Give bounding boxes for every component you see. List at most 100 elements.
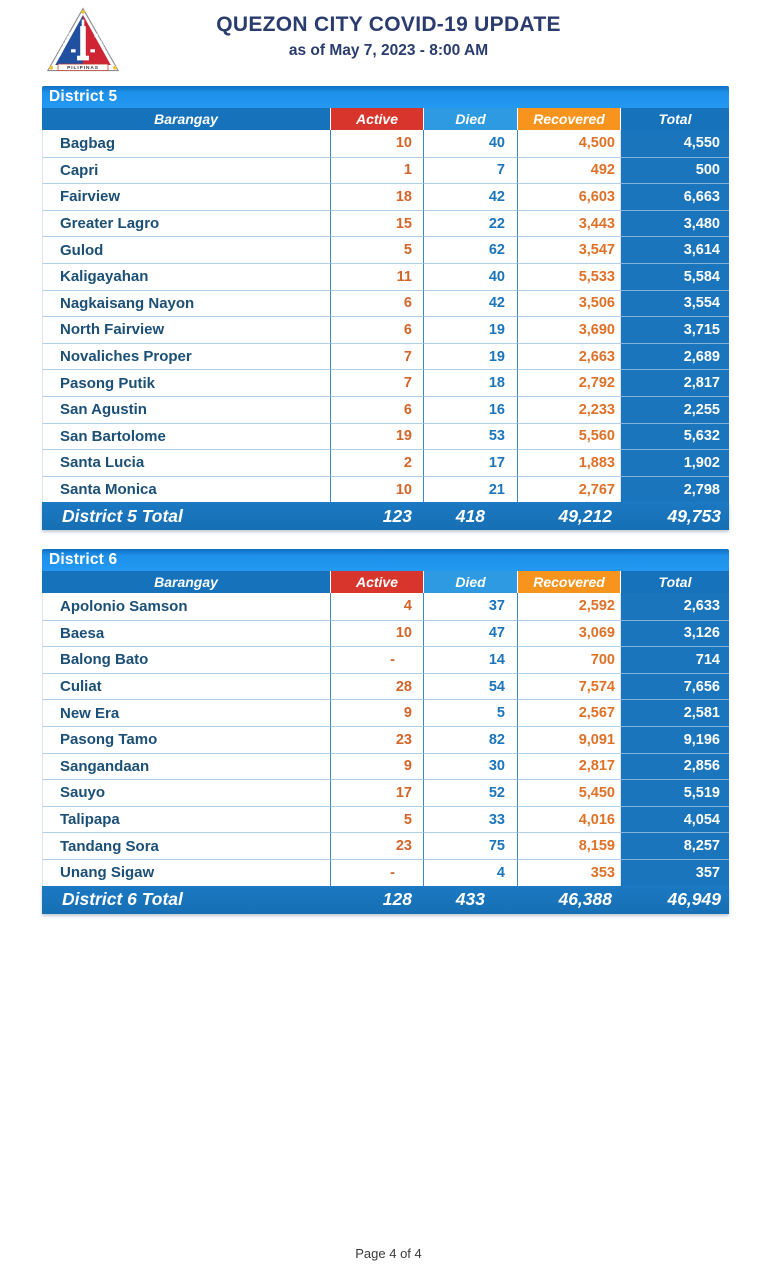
died-cell: 42 (423, 289, 517, 317)
died-cell: 22 (423, 209, 517, 237)
died-cell: 16 (423, 395, 517, 423)
recovered-cell: 3,506 (517, 289, 620, 317)
active-cell: 4 (330, 593, 423, 620)
active-cell: 2 (330, 449, 423, 476)
total-cell: 2,581 (620, 699, 729, 726)
table-row: Unang Sigaw - 4 353 357 (42, 858, 729, 886)
table-row: North Fairview 6 19 3,690 3,715 (42, 316, 729, 343)
total-cell: 3,554 (620, 289, 729, 317)
district-6-header-row: Barangay Active Died Recovered Total (42, 571, 729, 593)
total-cell: 3,614 (620, 236, 729, 263)
district-6-band: District 6 (42, 549, 729, 571)
recovered-cell: 3,443 (517, 209, 620, 237)
total-cell: 9,196 (620, 725, 729, 753)
active-cell: 5 (330, 805, 423, 833)
died-cell: 62 (423, 236, 517, 263)
table-row: Santa Lucia 2 17 1,883 1,902 (42, 449, 729, 476)
active-cell: 6 (330, 289, 423, 317)
recovered-cell: 5,450 (517, 779, 620, 806)
district-total-label: District 5 Total (62, 505, 183, 526)
recovered-cell: 2,792 (517, 369, 620, 396)
table-row: New Era 9 5 2,567 2,581 (42, 699, 729, 726)
recovered-cell: 492 (517, 156, 620, 184)
barangay-cell: Kaligayahan (42, 262, 330, 290)
recovered-cell: 2,592 (517, 593, 620, 620)
recovered-cell: 9,091 (517, 725, 620, 753)
died-cell: 75 (423, 832, 517, 859)
total-cell: 2,817 (620, 369, 729, 396)
active-cell: 10 (330, 475, 423, 503)
recovered-cell: 3,069 (517, 619, 620, 647)
district-5-table: District 5 Barangay Active Died Recovere… (42, 86, 729, 531)
recovered-cell: 8,159 (517, 832, 620, 859)
logo-pilipinas-text: PILIPINAS (67, 65, 99, 71)
active-cell: 7 (330, 369, 423, 396)
barangay-cell: Culiat (42, 672, 330, 700)
district-total-total: 46,949 (667, 889, 721, 910)
table-row: Balong Bato - 14 700 714 (42, 646, 729, 673)
district-total-total: 49,753 (667, 505, 721, 526)
district-5-total-row: District 5 Total 123 418 49,212 49,753 (42, 502, 729, 531)
barangay-cell: Baesa (42, 619, 330, 647)
table-row: Bagbag 10 40 4,500 4,550 (42, 130, 729, 157)
total-cell: 4,054 (620, 805, 729, 833)
district-total-died: 418 (455, 505, 485, 526)
table-row: Pasong Tamo 23 82 9,091 9,196 (42, 725, 729, 753)
died-cell: 42 (423, 183, 517, 210)
district-total-active: 128 (382, 889, 412, 910)
total-cell: 2,689 (620, 342, 729, 370)
district-total-active: 123 (382, 505, 412, 526)
total-cell: 5,632 (620, 422, 729, 450)
died-cell: 47 (423, 619, 517, 647)
barangay-cell: Santa Lucia (42, 449, 330, 476)
active-cell: 10 (330, 130, 423, 157)
died-cell: 82 (423, 725, 517, 753)
barangay-cell: Fairview (42, 183, 330, 210)
died-cell: 33 (423, 805, 517, 833)
active-cell: 17 (330, 779, 423, 806)
total-cell: 5,584 (620, 262, 729, 290)
active-cell: 7 (330, 342, 423, 370)
total-cell: 2,633 (620, 593, 729, 620)
barangay-cell: Sangandaan (42, 752, 330, 780)
total-cell: 1,902 (620, 449, 729, 476)
died-cell: 40 (423, 130, 517, 157)
recovered-cell: 3,547 (517, 236, 620, 263)
column-header-recovered: Recovered (517, 571, 620, 593)
total-cell: 4,550 (620, 130, 729, 157)
table-row: San Agustin 6 16 2,233 2,255 (42, 395, 729, 423)
table-row: Baesa 10 47 3,069 3,126 (42, 619, 729, 647)
active-cell: - (330, 646, 423, 673)
active-cell: 9 (330, 752, 423, 780)
table-row: Talipapa 5 33 4,016 4,054 (42, 805, 729, 833)
column-header-barangay: Barangay (42, 571, 330, 593)
table-row: Pasong Putik 7 18 2,792 2,817 (42, 369, 729, 396)
page-number: Page 4 of 4 (355, 1246, 422, 1261)
died-cell: 37 (423, 593, 517, 620)
active-cell: 6 (330, 395, 423, 423)
column-header-died: Died (423, 108, 517, 130)
active-cell: 28 (330, 672, 423, 700)
district-5-header-row: Barangay Active Died Recovered Total (42, 108, 729, 130)
recovered-cell: 1,883 (517, 449, 620, 476)
district-5-table-body: Bagbag 10 40 4,500 4,550 Capri 1 7 492 5… (42, 130, 729, 503)
died-cell: 40 (423, 262, 517, 290)
recovered-cell: 2,767 (517, 475, 620, 503)
active-cell: 23 (330, 725, 423, 753)
table-row: Novaliches Proper 7 19 2,663 2,689 (42, 342, 729, 370)
died-cell: 54 (423, 672, 517, 700)
barangay-cell: New Era (42, 699, 330, 726)
recovered-cell: 353 (517, 858, 620, 886)
total-cell: 3,480 (620, 209, 729, 237)
recovered-cell: 4,016 (517, 805, 620, 833)
active-cell: 5 (330, 236, 423, 263)
total-cell: 7,656 (620, 672, 729, 700)
barangay-cell: Greater Lagro (42, 209, 330, 237)
recovered-cell: 700 (517, 646, 620, 673)
active-cell: 10 (330, 619, 423, 647)
table-row: San Bartolome 19 53 5,560 5,632 (42, 422, 729, 450)
district-6-table-body: Apolonio Samson 4 37 2,592 2,633 Baesa 1… (42, 593, 729, 886)
died-cell: 19 (423, 342, 517, 370)
active-cell: - (330, 858, 423, 886)
column-header-active: Active (330, 108, 423, 130)
